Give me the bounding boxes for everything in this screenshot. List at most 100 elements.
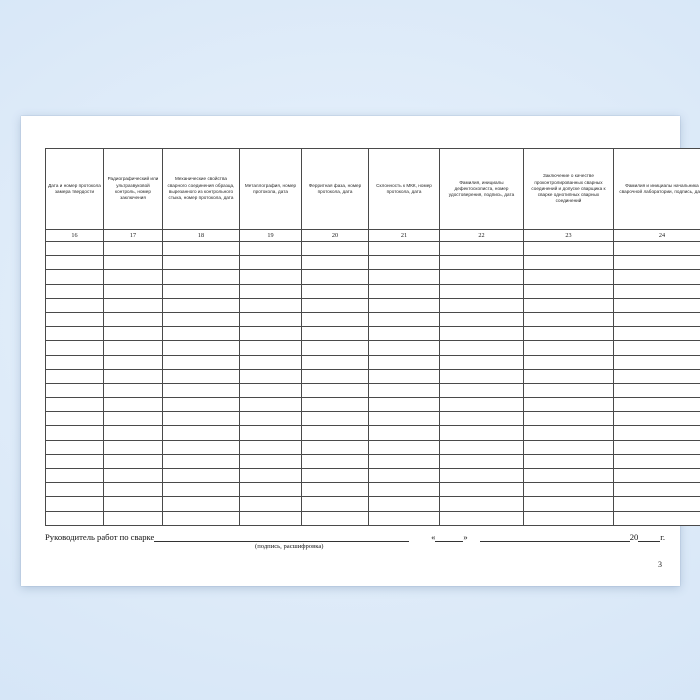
table-cell[interactable] xyxy=(301,354,369,370)
table-cell[interactable] xyxy=(103,326,163,342)
table-cell[interactable] xyxy=(439,283,524,299)
table-cell[interactable] xyxy=(239,382,302,399)
table-cell[interactable] xyxy=(523,255,614,271)
table-cell[interactable] xyxy=(523,397,614,413)
table-cell[interactable] xyxy=(613,411,700,427)
table-cell[interactable] xyxy=(439,240,524,257)
table-cell[interactable] xyxy=(439,453,524,470)
table-cell[interactable] xyxy=(239,311,302,328)
table-cell[interactable] xyxy=(368,297,440,313)
table-cell[interactable] xyxy=(523,326,614,342)
table-cell[interactable] xyxy=(439,368,524,384)
table-cell[interactable] xyxy=(239,255,302,271)
table-cell[interactable] xyxy=(239,439,302,455)
table-cell[interactable] xyxy=(368,311,440,328)
table-cell[interactable] xyxy=(368,255,440,271)
table-cell[interactable] xyxy=(103,382,163,399)
table-cell[interactable] xyxy=(368,510,440,526)
table-cell[interactable] xyxy=(301,311,369,328)
table-cell[interactable] xyxy=(45,354,104,370)
table-cell[interactable] xyxy=(301,382,369,399)
table-cell[interactable] xyxy=(239,453,302,470)
table-cell[interactable] xyxy=(613,255,700,271)
table-cell[interactable] xyxy=(45,368,104,384)
table-cell[interactable] xyxy=(301,496,369,512)
table-cell[interactable] xyxy=(613,510,700,526)
table-cell[interactable] xyxy=(103,467,163,484)
table-cell[interactable] xyxy=(103,411,163,427)
table-cell[interactable] xyxy=(523,510,614,526)
table-cell[interactable] xyxy=(103,269,163,285)
table-cell[interactable] xyxy=(239,425,302,441)
table-cell[interactable] xyxy=(162,482,240,498)
table-cell[interactable] xyxy=(523,354,614,370)
table-cell[interactable] xyxy=(45,382,104,399)
table-cell[interactable] xyxy=(45,397,104,413)
table-cell[interactable] xyxy=(239,397,302,413)
table-cell[interactable] xyxy=(368,269,440,285)
table-cell[interactable] xyxy=(162,496,240,512)
table-cell[interactable] xyxy=(613,439,700,455)
table-cell[interactable] xyxy=(439,311,524,328)
table-cell[interactable] xyxy=(162,269,240,285)
table-cell[interactable] xyxy=(239,340,302,356)
table-cell[interactable] xyxy=(439,297,524,313)
table-cell[interactable] xyxy=(523,240,614,257)
table-cell[interactable] xyxy=(523,340,614,356)
table-cell[interactable] xyxy=(613,482,700,498)
table-cell[interactable] xyxy=(368,496,440,512)
table-cell[interactable] xyxy=(45,510,104,526)
day-field[interactable] xyxy=(435,533,464,542)
table-cell[interactable] xyxy=(301,297,369,313)
table-cell[interactable] xyxy=(45,439,104,455)
table-cell[interactable] xyxy=(613,311,700,328)
table-cell[interactable] xyxy=(301,453,369,470)
table-cell[interactable] xyxy=(239,283,302,299)
table-cell[interactable] xyxy=(103,453,163,470)
table-cell[interactable] xyxy=(613,382,700,399)
table-cell[interactable] xyxy=(45,255,104,271)
table-cell[interactable] xyxy=(613,297,700,313)
table-cell[interactable] xyxy=(103,425,163,441)
table-cell[interactable] xyxy=(439,411,524,427)
table-cell[interactable] xyxy=(439,482,524,498)
table-cell[interactable] xyxy=(613,283,700,299)
table-cell[interactable] xyxy=(301,411,369,427)
table-cell[interactable] xyxy=(368,397,440,413)
table-cell[interactable] xyxy=(45,425,104,441)
table-cell[interactable] xyxy=(439,326,524,342)
table-cell[interactable] xyxy=(368,368,440,384)
table-cell[interactable] xyxy=(162,510,240,526)
table-cell[interactable] xyxy=(613,326,700,342)
table-cell[interactable] xyxy=(45,340,104,356)
table-cell[interactable] xyxy=(239,297,302,313)
table-cell[interactable] xyxy=(162,382,240,399)
signature-write-line[interactable] xyxy=(154,533,410,542)
table-cell[interactable] xyxy=(523,496,614,512)
table-cell[interactable] xyxy=(613,240,700,257)
table-cell[interactable] xyxy=(368,240,440,257)
table-cell[interactable] xyxy=(523,482,614,498)
table-cell[interactable] xyxy=(162,354,240,370)
table-cell[interactable] xyxy=(301,439,369,455)
table-cell[interactable] xyxy=(103,368,163,384)
table-cell[interactable] xyxy=(368,340,440,356)
table-cell[interactable] xyxy=(103,496,163,512)
table-cell[interactable] xyxy=(613,354,700,370)
table-cell[interactable] xyxy=(301,240,369,257)
table-cell[interactable] xyxy=(239,411,302,427)
table-cell[interactable] xyxy=(439,467,524,484)
table-cell[interactable] xyxy=(162,283,240,299)
table-cell[interactable] xyxy=(301,255,369,271)
table-cell[interactable] xyxy=(613,269,700,285)
table-cell[interactable] xyxy=(613,340,700,356)
table-cell[interactable] xyxy=(103,439,163,455)
table-cell[interactable] xyxy=(239,496,302,512)
table-cell[interactable] xyxy=(523,453,614,470)
table-cell[interactable] xyxy=(439,340,524,356)
table-cell[interactable] xyxy=(301,283,369,299)
table-cell[interactable] xyxy=(301,368,369,384)
table-cell[interactable] xyxy=(439,510,524,526)
table-cell[interactable] xyxy=(162,297,240,313)
table-cell[interactable] xyxy=(523,425,614,441)
